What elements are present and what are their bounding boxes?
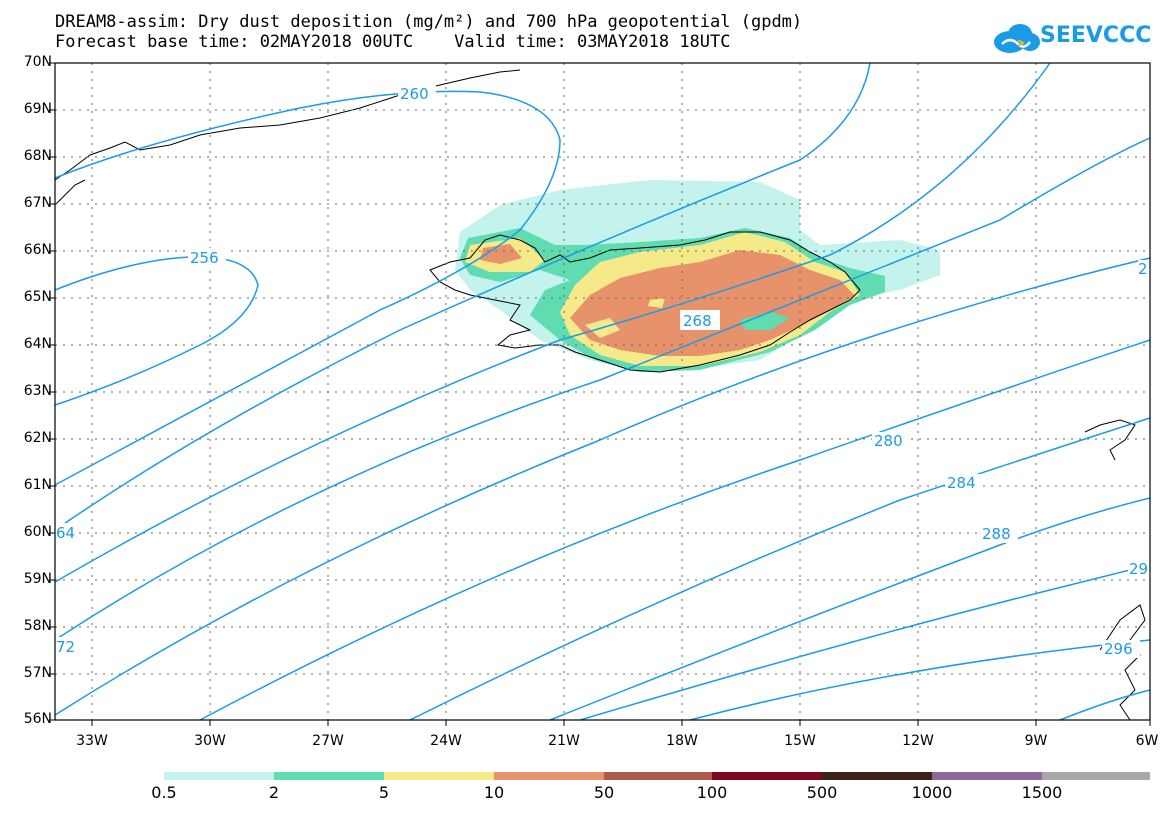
- contour-label-280: 280: [874, 432, 903, 450]
- coastlines: [54, 69, 1146, 721]
- colorbar-swatch-4: [604, 772, 712, 780]
- lat-label: 59N: [23, 571, 52, 587]
- lat-label: 66N: [23, 242, 52, 258]
- lat-label: 61N: [23, 477, 52, 493]
- contour-label-288: 288: [982, 525, 1011, 543]
- colorbar-label: 50: [593, 783, 615, 802]
- contour-268: [54, 62, 1051, 583]
- contour-272: [54, 137, 1151, 641]
- colorbar-swatch-3: [494, 772, 604, 780]
- dust-light-patch-2: [740, 312, 790, 330]
- contour-284: [409, 417, 1151, 721]
- colorbar-swatch-7: [932, 772, 1042, 780]
- colorbar-label: 1000: [911, 783, 953, 802]
- logo-text: SEEVCCC: [1040, 23, 1152, 48]
- contour-264: [54, 62, 871, 531]
- map-title-line2: Forecast base time: 02MAY2018 00UTC Vali…: [55, 32, 731, 52]
- graticule: [55, 63, 1150, 720]
- greenland-coastline: [54, 69, 521, 181]
- contour-256: [54, 256, 259, 406]
- lat-label: 67N: [23, 195, 52, 211]
- colorbar-label: 100: [696, 783, 728, 802]
- lat-label: 57N: [23, 665, 52, 681]
- contour-296: [689, 639, 1151, 721]
- lon-label: 18W: [666, 733, 698, 749]
- dust-deposition-shading: [455, 180, 940, 372]
- contour-labels: 256 260 64 268 72 280 284 288 29 296 2: [55, 84, 1152, 658]
- contour-288: [549, 497, 1151, 721]
- colorbar-swatch-0: [164, 772, 274, 780]
- contour-276: [54, 257, 1151, 716]
- contour-300: [1059, 689, 1151, 721]
- axis-ticks: [49, 62, 1151, 726]
- contour-260: [54, 90, 561, 486]
- lon-label: 12W: [902, 733, 934, 749]
- lat-label: 62N: [23, 430, 52, 446]
- contour-label-272: 72: [56, 638, 75, 656]
- contour-292: [579, 564, 1151, 721]
- lon-label: 27W: [312, 733, 344, 749]
- lat-label: 60N: [23, 524, 52, 540]
- colorbar-swatch-1: [274, 772, 384, 780]
- contour-label-292: 29: [1129, 560, 1148, 578]
- contour-label-296: 296: [1104, 640, 1133, 658]
- lon-label: 24W: [430, 733, 462, 749]
- lon-label: 15W: [784, 733, 816, 749]
- map-frame: [54, 62, 1151, 721]
- lon-label: 9W: [1024, 733, 1048, 749]
- colorbar-label: 10: [483, 783, 505, 802]
- contour-label-256: 256: [190, 249, 219, 267]
- lon-label: 6W: [1135, 733, 1159, 749]
- colorbar-swatch-5: [712, 772, 822, 780]
- lat-label: 63N: [23, 383, 52, 399]
- faroe-islands: [1084, 419, 1136, 461]
- colorbar-label: 5: [378, 783, 390, 802]
- lat-label: 68N: [23, 148, 52, 164]
- geopotential-contours: [54, 62, 1151, 721]
- colorbar-label: 500: [806, 783, 838, 802]
- map-title-line1: DREAM8-assim: Dry dust deposition (mg/m²…: [55, 12, 803, 32]
- lat-label: 65N: [23, 289, 52, 305]
- dust-light-patch: [585, 298, 665, 338]
- lat-label: 70N: [23, 54, 52, 70]
- colorbar: [164, 772, 1150, 780]
- colorbar-swatch-2: [384, 772, 494, 780]
- cloud-icon: [994, 24, 1040, 53]
- greenland-coastline-2: [54, 179, 86, 206]
- lat-label: 58N: [23, 618, 52, 634]
- colorbar-swatch-6: [822, 772, 932, 780]
- lat-label: 64N: [23, 336, 52, 352]
- contour-label-edge: 2: [1138, 260, 1148, 278]
- lat-label: 69N: [23, 101, 52, 117]
- colorbar-label: 1500: [1021, 783, 1063, 802]
- lon-label: 33W: [76, 733, 108, 749]
- colorbar-swatch-8: [1042, 772, 1150, 780]
- lat-label: 56N: [23, 711, 52, 727]
- lon-label: 21W: [548, 733, 580, 749]
- seevccc-logo: [994, 24, 1040, 53]
- contour-label-264: 64: [56, 524, 75, 542]
- contour-label-284: 284: [947, 474, 976, 492]
- contour-label-260: 260: [400, 85, 429, 103]
- lon-label: 30W: [194, 733, 226, 749]
- contour-label-268: 268: [683, 312, 712, 330]
- iceland-coastline: [429, 231, 861, 373]
- colorbar-label: 0.5: [151, 783, 177, 802]
- colorbar-label: 2: [268, 783, 280, 802]
- contour-280: [199, 339, 1151, 721]
